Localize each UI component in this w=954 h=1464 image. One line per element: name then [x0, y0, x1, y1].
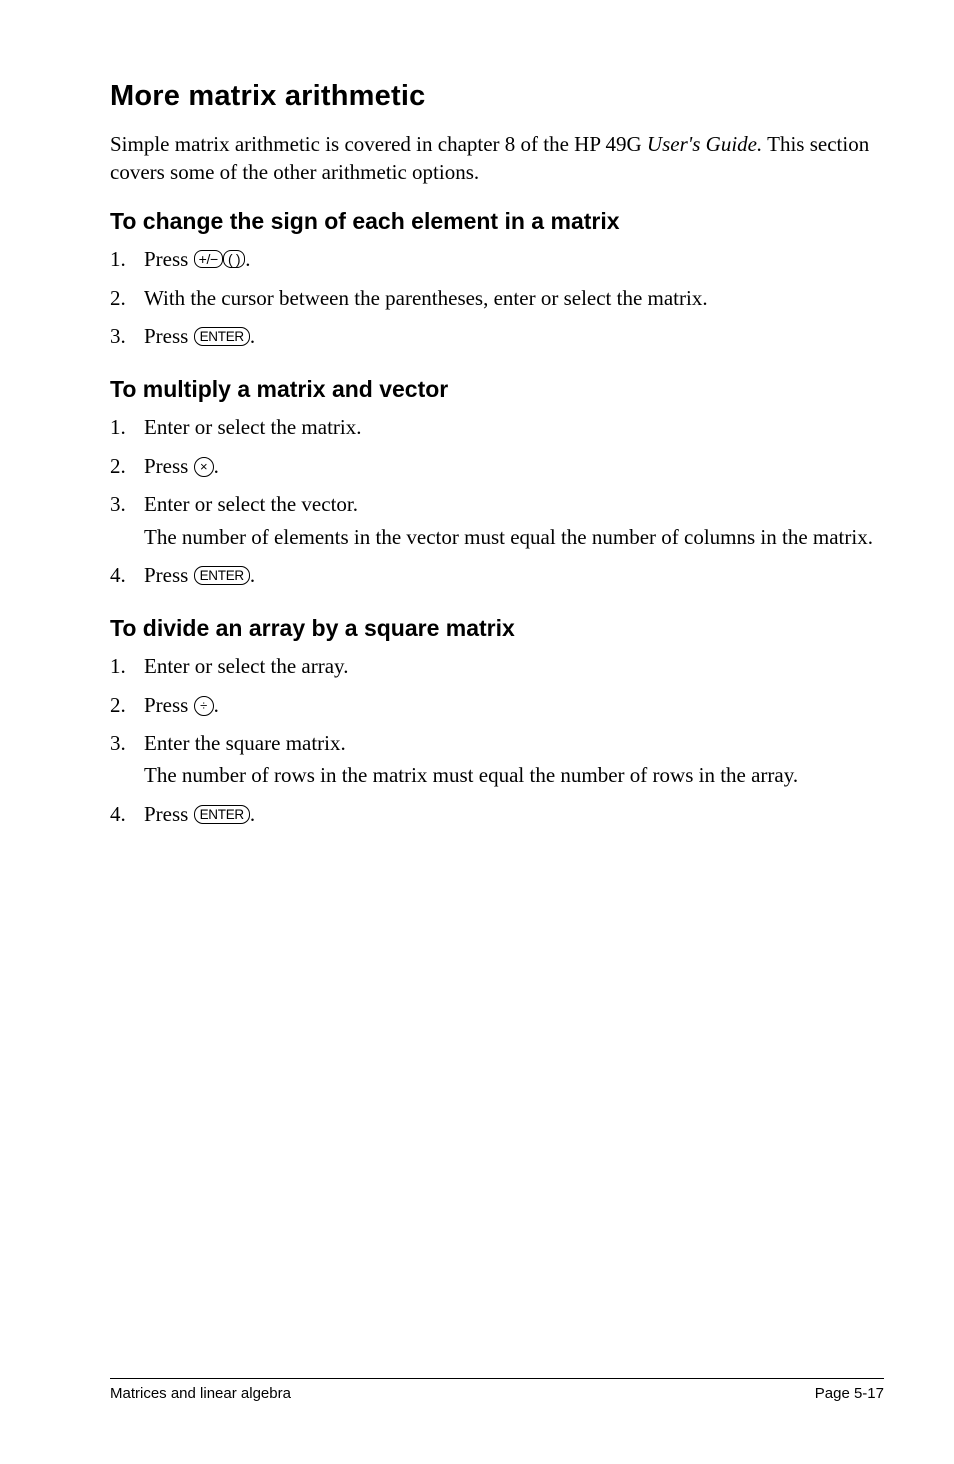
step-text: Press: [144, 324, 194, 348]
step-2: Press ÷.: [110, 691, 884, 719]
step-3: Enter or select the vector. The number o…: [110, 490, 884, 551]
step-text-end: .: [214, 454, 219, 478]
key-parens: ( ): [223, 250, 245, 268]
step-2: Press ×.: [110, 452, 884, 480]
step-1: Enter or select the array.: [110, 652, 884, 680]
key-enter: ENTER: [194, 805, 250, 824]
footer-row: Matrices and linear algebra Page 5-17: [110, 1385, 884, 1402]
subhead-change-sign: To change the sign of each element in a …: [110, 208, 884, 235]
key-divide: ÷: [194, 696, 214, 716]
key-plus-minus: +/−: [194, 250, 223, 268]
step-3: Enter the square matrix. The number of r…: [110, 729, 884, 790]
key-enter: ENTER: [194, 566, 250, 585]
step-text: Enter the square matrix.: [144, 731, 346, 755]
step-text: Press: [144, 802, 194, 826]
key-times: ×: [194, 457, 214, 477]
step-2: With the cursor between the parentheses,…: [110, 284, 884, 312]
step-note: The number of elements in the vector mus…: [144, 523, 884, 551]
intro-text-a: Simple matrix arithmetic is covered in c…: [110, 132, 647, 156]
step-text: Press: [144, 454, 194, 478]
subhead-divide: To divide an array by a square matrix: [110, 615, 884, 642]
step-text-end: .: [250, 802, 255, 826]
step-text: Press: [144, 693, 194, 717]
page-footer: Matrices and linear algebra Page 5-17: [110, 1378, 884, 1402]
step-note: The number of rows in the matrix must eq…: [144, 761, 884, 789]
footer-rule: [110, 1378, 884, 1379]
step-1: Press +/−( ).: [110, 245, 884, 273]
section-title: More matrix arithmetic: [110, 80, 884, 113]
steps-divide: Enter or select the array. Press ÷. Ente…: [110, 652, 884, 828]
page-content: More matrix arithmetic Simple matrix ari…: [0, 0, 954, 828]
step-text-end: .: [250, 563, 255, 587]
step-text: Press: [144, 563, 194, 587]
step-4: Press ENTER.: [110, 800, 884, 828]
step-4: Press ENTER.: [110, 561, 884, 589]
step-text: Press: [144, 247, 194, 271]
subhead-multiply: To multiply a matrix and vector: [110, 376, 884, 403]
footer-right: Page 5-17: [815, 1385, 884, 1402]
step-3: Press ENTER.: [110, 322, 884, 350]
steps-change-sign: Press +/−( ). With the cursor between th…: [110, 245, 884, 350]
step-text: With the cursor between the parentheses,…: [144, 286, 708, 310]
step-text-end: .: [214, 693, 219, 717]
intro-italic: User's Guide.: [647, 132, 762, 156]
footer-left: Matrices and linear algebra: [110, 1385, 291, 1402]
step-text: Enter or select the array.: [144, 654, 348, 678]
key-enter: ENTER: [194, 327, 250, 346]
step-text-end: .: [250, 324, 255, 348]
steps-multiply: Enter or select the matrix. Press ×. Ent…: [110, 413, 884, 589]
step-text-end: .: [245, 247, 250, 271]
step-text: Enter or select the matrix.: [144, 415, 362, 439]
step-text: Enter or select the vector.: [144, 492, 358, 516]
intro-paragraph: Simple matrix arithmetic is covered in c…: [110, 131, 884, 186]
step-1: Enter or select the matrix.: [110, 413, 884, 441]
